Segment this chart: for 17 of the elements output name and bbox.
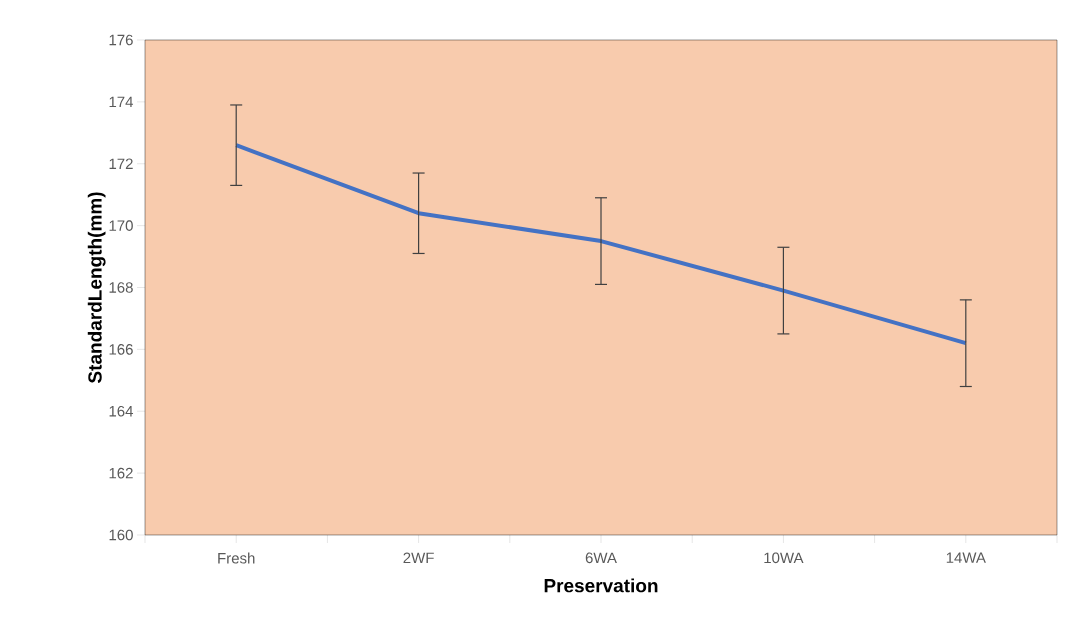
x-tick-label: 2WF	[403, 552, 434, 564]
y-tick-label: 164	[109, 405, 134, 417]
y-tick-label: 162	[109, 467, 133, 479]
y-tick-label: 168	[109, 282, 133, 293]
y-tick-label: 166	[109, 344, 133, 355]
x-axis-title: Preservation	[544, 578, 658, 593]
y-tick-label: 160	[109, 529, 133, 541]
x-tick-label: 6WA	[585, 552, 617, 564]
x-tick-label: 14WA	[946, 552, 986, 563]
line-series	[234, 143, 968, 346]
y-tick-label: 172	[109, 158, 133, 169]
x-tick-label: 10WA	[764, 552, 804, 564]
y-axis-title: StandardLength(mm)	[87, 192, 106, 383]
y-tick-label: 176	[109, 34, 133, 46]
x-tick-label: Fresh	[218, 552, 255, 564]
y-tick-label: 174	[109, 96, 134, 108]
y-tick-label: 170	[109, 220, 133, 231]
